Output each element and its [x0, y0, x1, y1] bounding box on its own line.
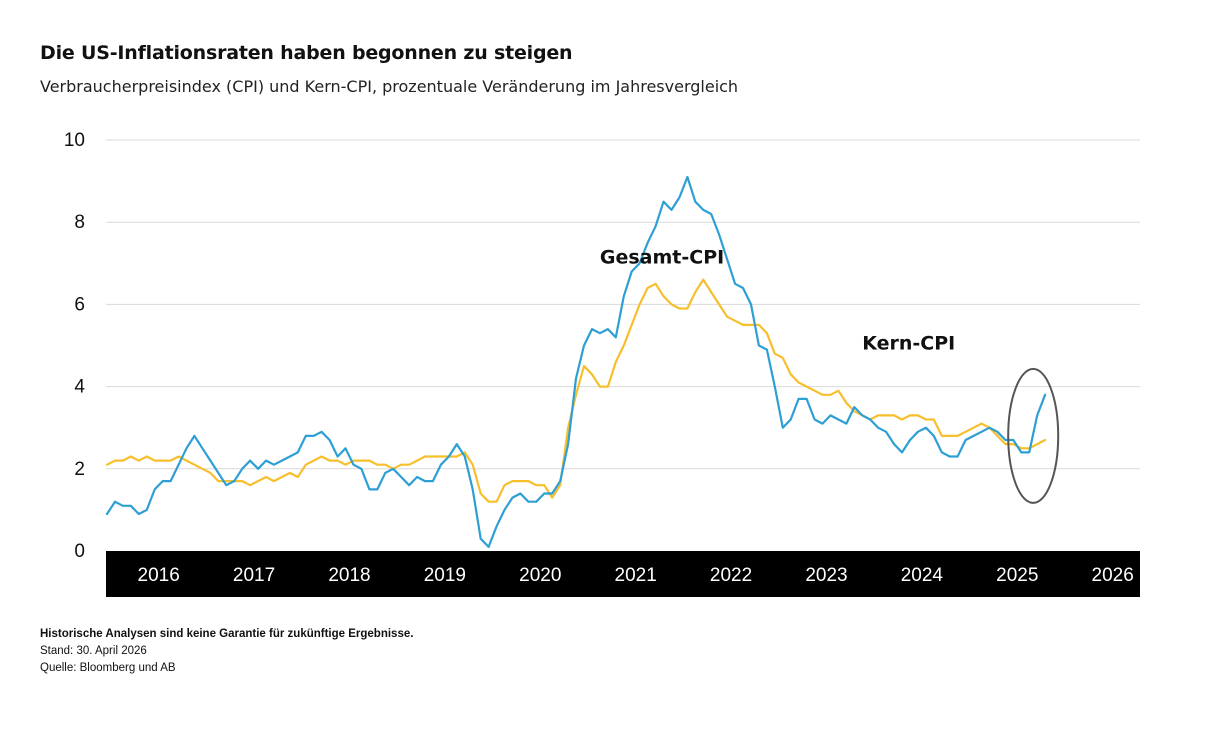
- x-tick-label: 2023: [805, 565, 847, 586]
- series-label-kern-cpi: Kern-CPI: [862, 333, 955, 355]
- x-axis-bar: [106, 551, 1140, 597]
- chart-title: Die US-Inflationsraten haben begonnen zu…: [40, 42, 573, 64]
- x-tick-label: 2024: [901, 565, 944, 586]
- source: Quelle: Bloomberg und AB: [40, 662, 176, 674]
- footer: Historische Analysen sind keine Garantie…: [40, 626, 413, 677]
- series-label-gesamt-cpi: Gesamt-CPI: [600, 246, 724, 268]
- series-labels: Gesamt-CPI Kern-CPI: [600, 246, 955, 354]
- y-tick-label: 2: [74, 459, 85, 480]
- x-tick-label: 2019: [424, 565, 466, 586]
- x-tick-label: 2016: [138, 565, 180, 586]
- chart-subtitle: Verbraucherpreisindex (CPI) und Kern-CPI…: [40, 77, 739, 96]
- as-of-date: Stand: 30. April 2026: [40, 645, 147, 657]
- series-line-gesamt-cpi: [105, 175, 1047, 549]
- x-tick-label: 2018: [328, 565, 370, 586]
- series: [105, 175, 1047, 549]
- x-axis: 2016 2017 2018 2019 2020 2021 2022 2023 2024 2025…: [138, 565, 1134, 586]
- y-axis: 0 2 4 6 8 10: [64, 130, 86, 562]
- series-line-kern-cpi: [105, 278, 1047, 503]
- x-tick-label: 2020: [519, 565, 561, 586]
- x-tick-label: 2026: [1092, 565, 1134, 586]
- disclaimer: Historische Analysen sind keine Garantie…: [40, 628, 414, 640]
- y-tick-label: 10: [64, 130, 85, 151]
- y-tick-label: 4: [74, 377, 85, 398]
- y-tick-label: 0: [74, 541, 85, 562]
- x-tick-label: 2017: [233, 565, 275, 586]
- recent-highlight-ellipse: [1007, 367, 1060, 504]
- x-tick-label: 2021: [615, 565, 657, 586]
- x-tick-label: 2022: [710, 565, 752, 586]
- y-tick-label: 8: [74, 212, 85, 233]
- y-tick-label: 6: [74, 294, 85, 315]
- x-tick-label: 2025: [996, 565, 1038, 586]
